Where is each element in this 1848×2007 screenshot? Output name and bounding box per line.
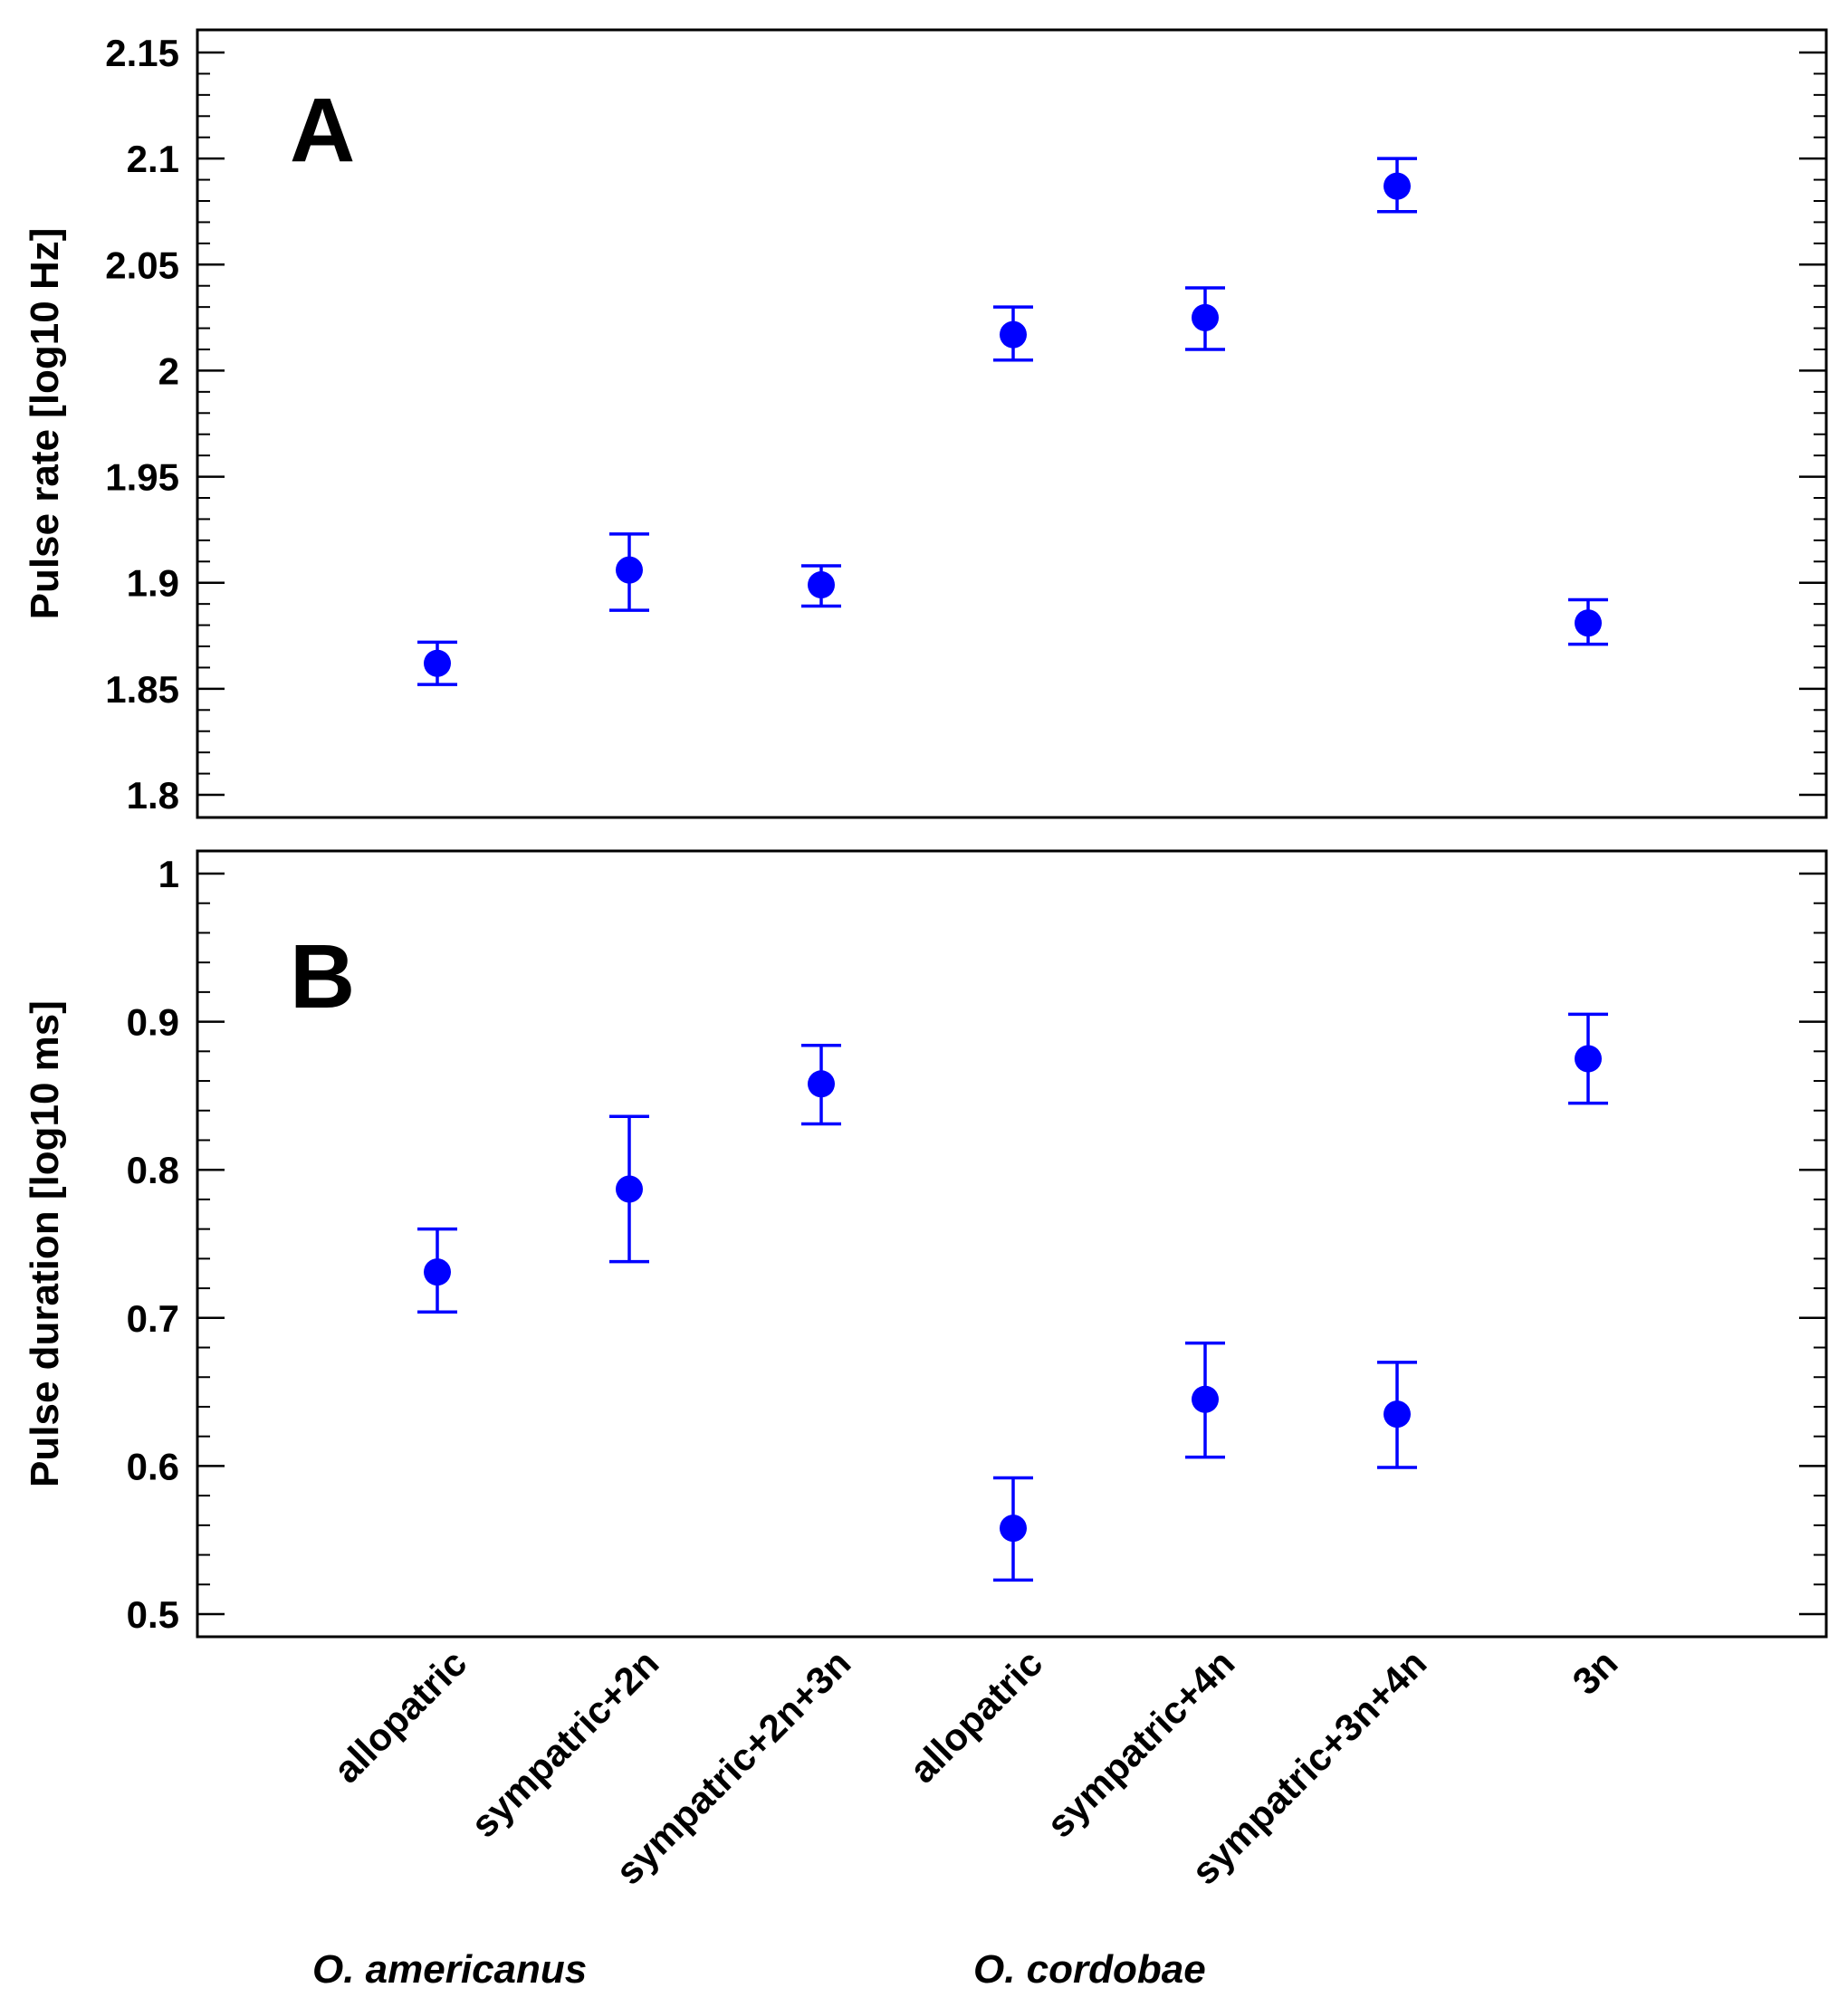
panel-b-point (1185, 1341, 1225, 1459)
panel-b: B 0.5 0.6 0.7 0.8 0.9 1 Pulse duration [log10 … (23, 849, 1828, 1639)
x-category-label: allopatric (901, 1641, 1050, 1791)
panel-a-point (1568, 597, 1608, 646)
panel-b-ylabel: Pulse duration [log10 ms] (23, 1000, 67, 1487)
panel-a-ytick-label: 2 (158, 349, 179, 392)
panel-b-ytick-label: 0.6 (127, 1445, 179, 1487)
panel-a-ytick-label: 2.05 (105, 244, 179, 286)
mean-marker (1000, 1515, 1027, 1543)
panel-b-point (801, 1044, 841, 1126)
panel-a: A 1.8 1.85 1.9 1.95 2 2.05 2.1 2.15 Pulse rate [… (23, 28, 1828, 819)
x-category-label: 3n (1564, 1641, 1625, 1703)
mean-marker (1000, 320, 1027, 349)
panel-a-frame (196, 28, 1828, 819)
mean-marker (1575, 609, 1602, 637)
panel-b-letter: B (290, 926, 355, 1027)
panel-a-ytick-label: 2.1 (127, 138, 179, 180)
mean-marker (616, 1175, 643, 1203)
panel-a-ytick-label: 1.9 (127, 562, 179, 605)
panel-b-point (1377, 1361, 1417, 1469)
panel-b-frame (196, 849, 1828, 1639)
panel-a-ytick-label: 1.85 (105, 668, 179, 711)
panel-a-point (417, 640, 457, 686)
mean-marker (616, 556, 643, 584)
mean-marker (424, 649, 451, 677)
panel-a-ytick-label: 2.15 (105, 32, 179, 74)
panel-a-ytick-label: 1.95 (105, 456, 179, 499)
species-label-americanus: O. americanus (312, 1947, 587, 1992)
panel-a-letter: A (290, 80, 355, 181)
mean-marker (808, 571, 835, 599)
panel-b-ytick-label: 1 (158, 853, 179, 895)
mean-marker (1192, 303, 1219, 331)
x-category-label: allopatric (325, 1641, 474, 1791)
panel-b-ytick-label: 0.5 (127, 1593, 179, 1636)
mean-marker (1384, 172, 1411, 200)
panel-b-point (1568, 1012, 1608, 1105)
mean-marker (1192, 1385, 1219, 1413)
panel-a-ylabel: Pulse rate [log10 Hz] (23, 228, 67, 620)
panel-b-ytick-label: 0.7 (127, 1297, 179, 1340)
panel-a-point (1377, 157, 1417, 214)
mean-marker (1575, 1045, 1602, 1073)
panel-a-point (993, 305, 1033, 362)
panel-b-ytick-label: 0.9 (127, 1001, 179, 1044)
panel-a-point (1185, 286, 1225, 351)
mean-marker (424, 1258, 451, 1286)
panel-a-point (609, 532, 649, 612)
x-category-label: sympatric+4n (1039, 1641, 1243, 1846)
mean-marker (808, 1070, 835, 1098)
panel-b-ytick-label: 0.8 (127, 1149, 179, 1191)
panel-b-point (417, 1227, 457, 1314)
panel-a-point (801, 564, 841, 608)
species-label-cordobae: O. cordobae (973, 1947, 1206, 1992)
panel-b-point (993, 1476, 1033, 1582)
panel-b-point (609, 1114, 649, 1264)
panel-a-ytick-label: 1.8 (127, 774, 179, 817)
mean-marker (1384, 1400, 1411, 1429)
x-category-label: sympatric+2n (463, 1641, 667, 1846)
